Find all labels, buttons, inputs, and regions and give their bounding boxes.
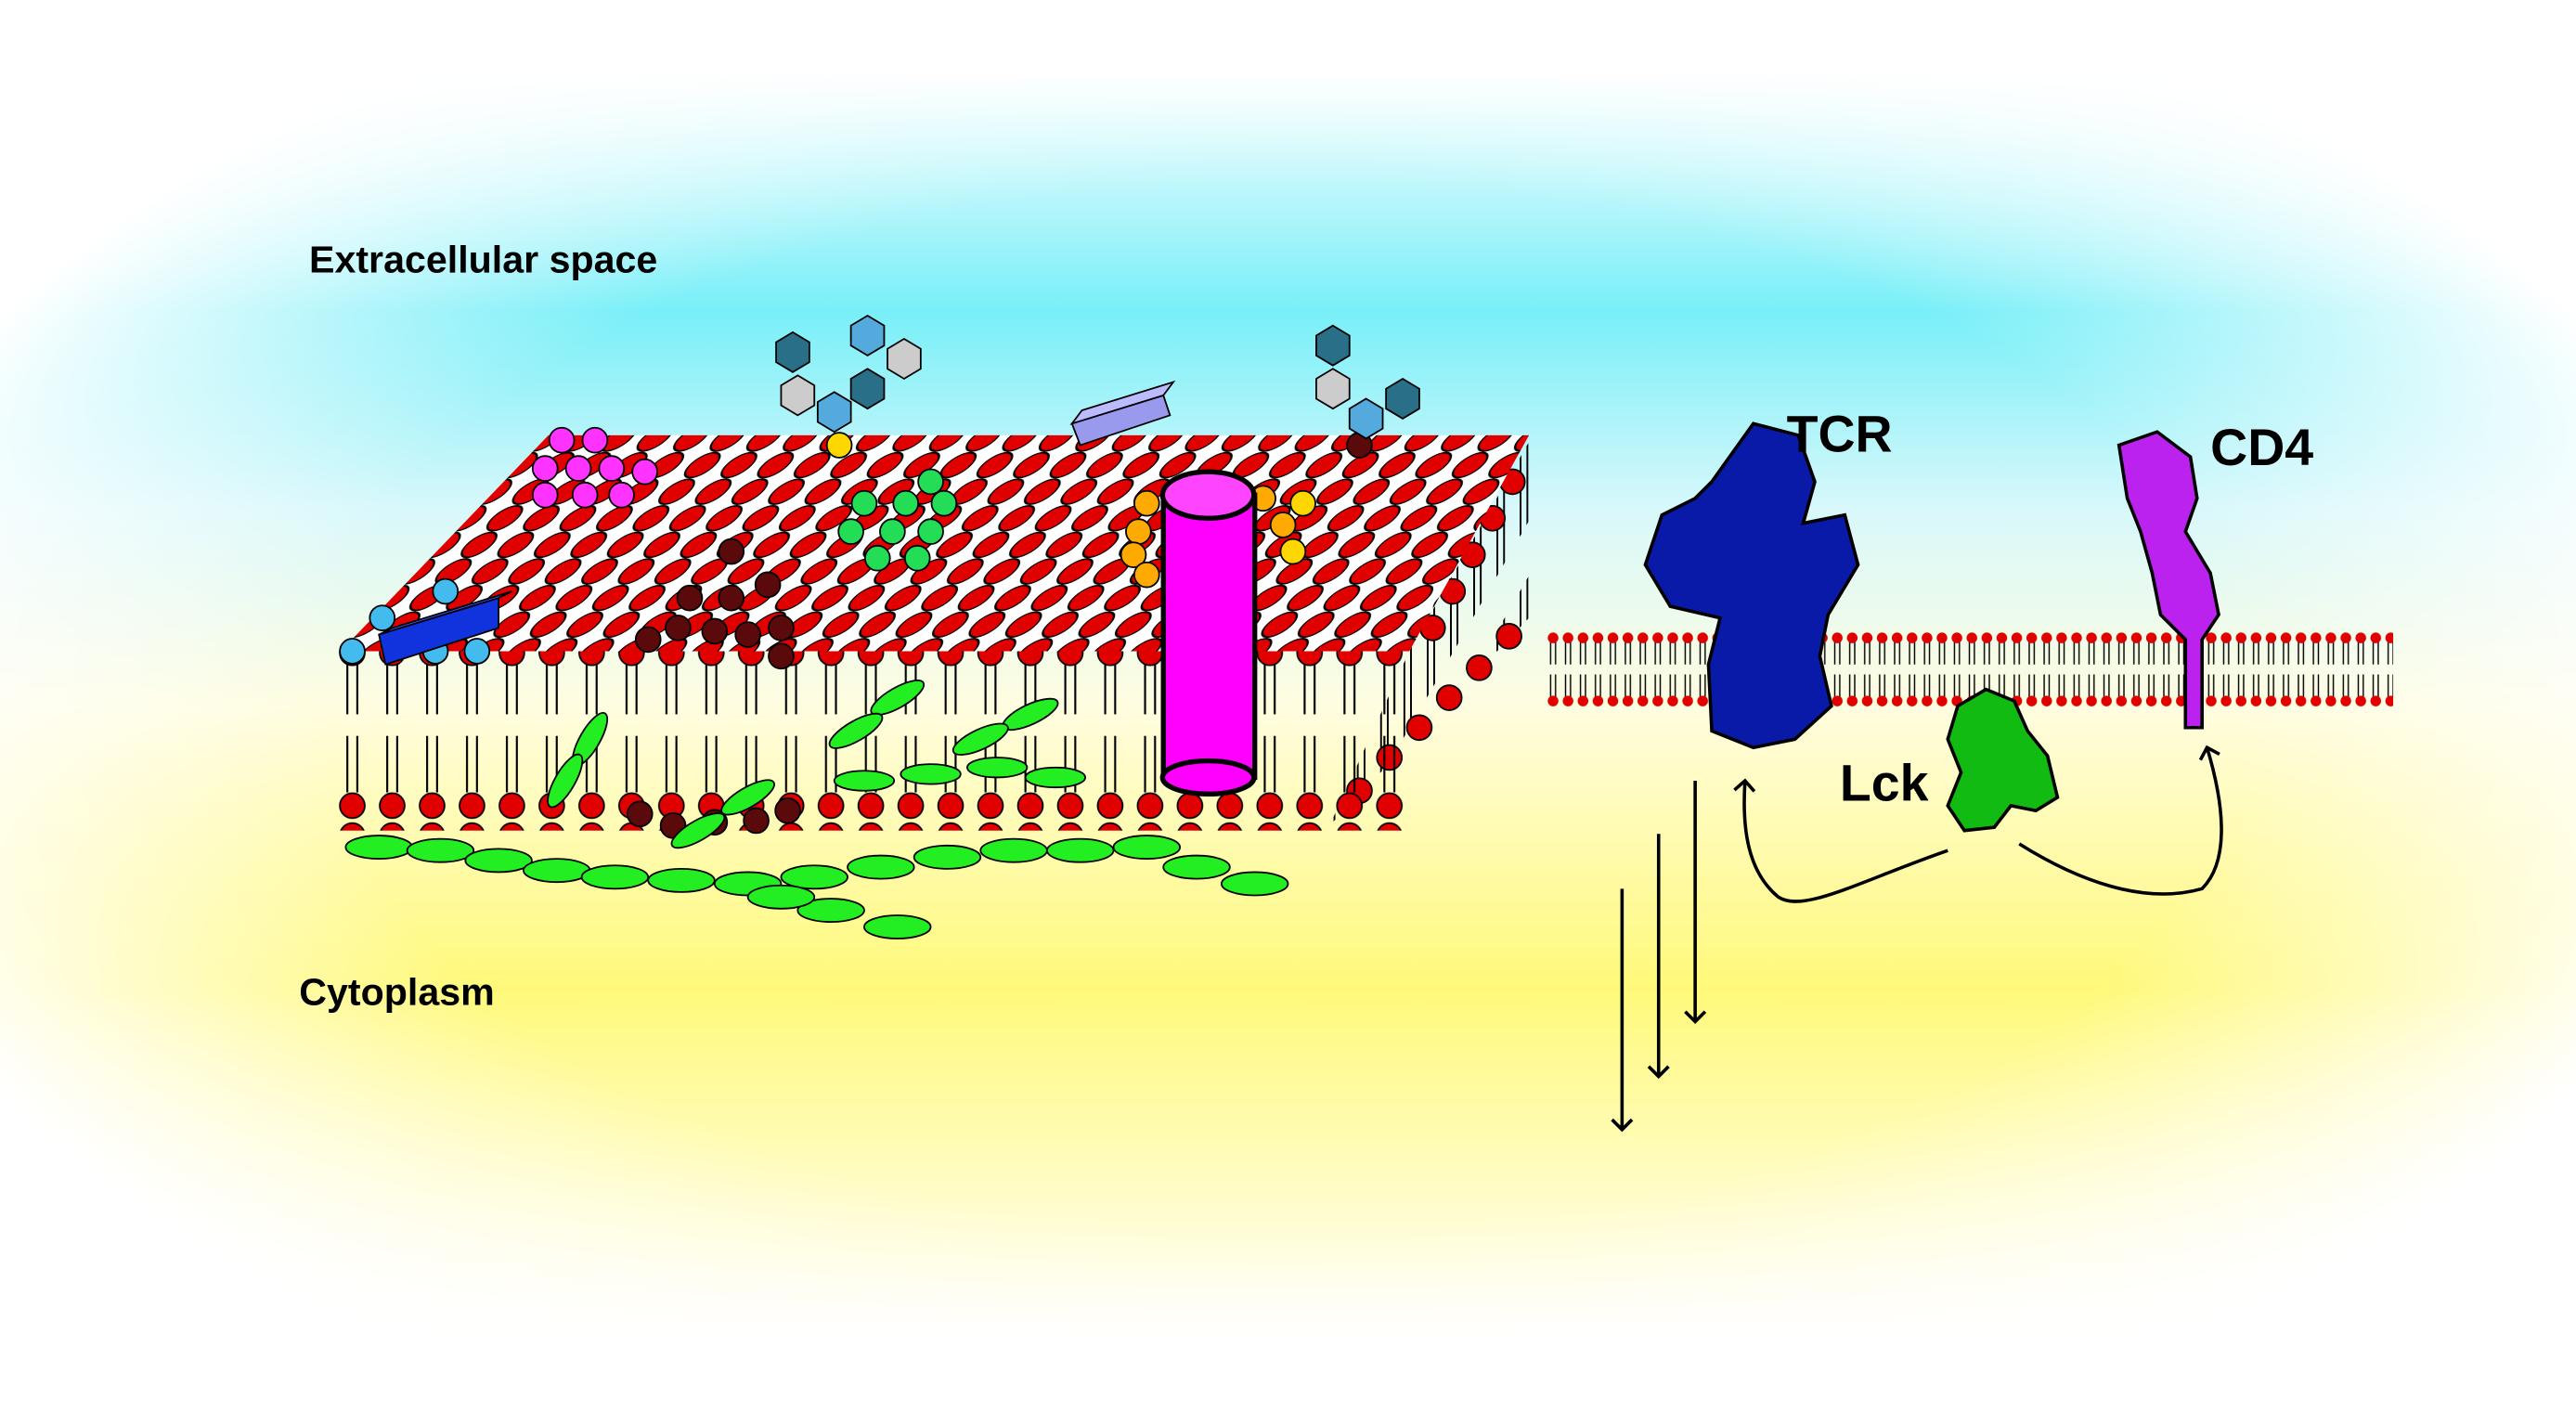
membrane-slab xyxy=(332,314,1530,939)
extracellular-label: Extracellular space xyxy=(309,238,657,280)
lck-label: Lck xyxy=(1840,755,1929,812)
tcr-protein xyxy=(1643,421,1860,750)
cd4-label: CD4 xyxy=(2210,419,2313,476)
membrane xyxy=(1546,630,2394,708)
arrows xyxy=(1611,745,2223,1133)
lck-protein xyxy=(1946,687,2060,833)
tcr-label: TCR xyxy=(1787,406,1893,463)
cd4-protein xyxy=(2116,430,2220,730)
cytoplasm-label: Cytoplasm xyxy=(299,971,494,1014)
